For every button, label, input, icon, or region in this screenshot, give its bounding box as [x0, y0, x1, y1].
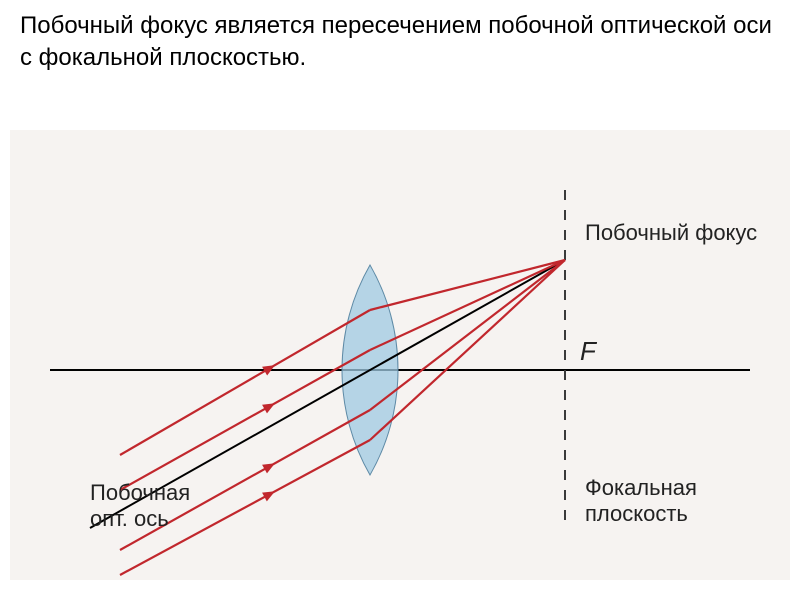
- caption-text: Побочный фокус является пересечением поб…: [20, 10, 780, 75]
- svg-text:Побочная: Побочная: [90, 480, 190, 505]
- optics-diagram: Побочный фокус F Побочнаяопт. ось Фокальная…: [10, 130, 790, 580]
- svg-text:опт. ось: опт. ось: [90, 506, 169, 531]
- svg-text:Побочный фокус: Побочный фокус: [585, 220, 757, 245]
- svg-text:F: F: [580, 336, 598, 366]
- svg-text:плоскость: плоскость: [585, 501, 688, 526]
- svg-text:Фокальная: Фокальная: [585, 475, 697, 500]
